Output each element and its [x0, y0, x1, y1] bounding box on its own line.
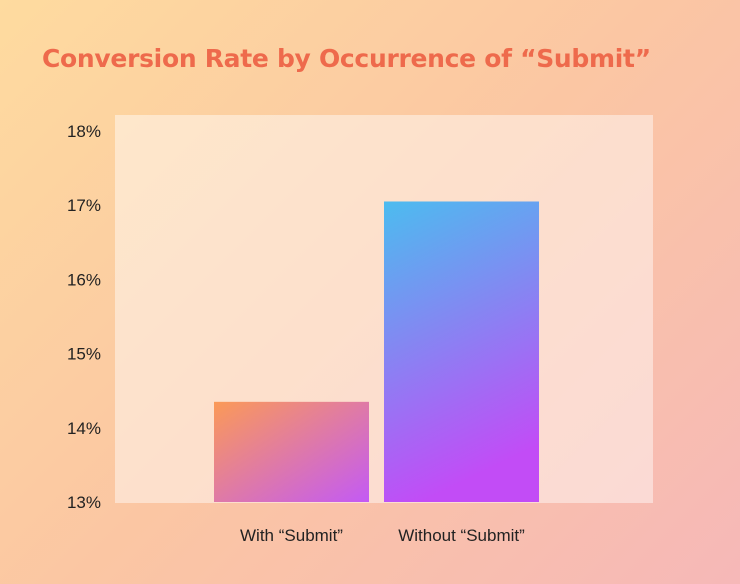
- y-tick-label: 16%: [67, 270, 101, 289]
- bars-layer: [214, 201, 539, 503]
- x-category-label: With “Submit”: [240, 526, 343, 545]
- x-axis-labels: With “Submit” Without “Submit”: [240, 526, 525, 545]
- y-tick-label: 17%: [67, 196, 101, 215]
- y-axis-ticks: 13% 14% 15% 16% 17% 18%: [67, 122, 101, 512]
- x-category-label: Without “Submit”: [398, 526, 525, 545]
- bar: [384, 201, 539, 503]
- chart-title: Conversion Rate by Occurrence of “Submit…: [42, 44, 651, 73]
- y-tick-label: 14%: [67, 419, 101, 438]
- y-tick-label: 15%: [67, 345, 101, 364]
- y-tick-label: 13%: [67, 493, 101, 512]
- y-tick-label: 18%: [67, 122, 101, 141]
- bar: [214, 401, 369, 502]
